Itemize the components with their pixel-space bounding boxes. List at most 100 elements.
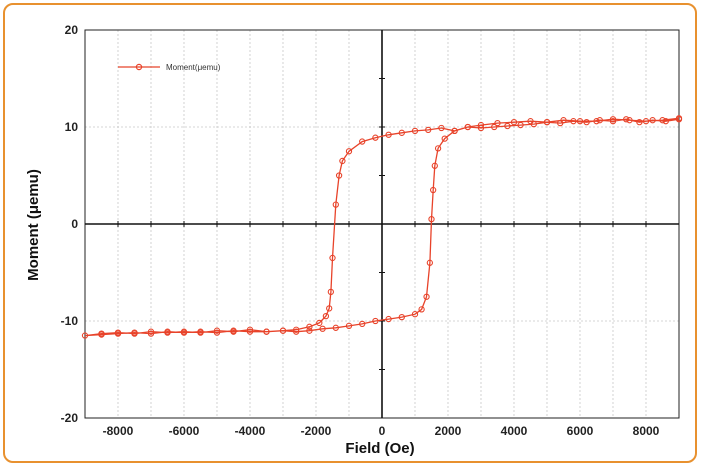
data-point [293, 326, 300, 333]
data-point [147, 328, 155, 335]
data-point [649, 117, 656, 124]
data-point [306, 323, 313, 330]
data-point [322, 312, 330, 320]
y-axis-title: Moment (μemu) [25, 169, 42, 281]
data-point [345, 322, 353, 329]
data-point [385, 315, 392, 323]
y-tick-label: 0 [71, 217, 78, 231]
data-point [385, 131, 392, 138]
data-point [306, 327, 313, 334]
data-point [527, 118, 534, 125]
x-tick-label: 0 [379, 424, 386, 438]
y-tick-label: 10 [65, 120, 79, 134]
data-point [570, 118, 577, 125]
data-point [114, 329, 122, 336]
data-point [517, 121, 524, 129]
y-tick-label: -10 [61, 314, 79, 328]
data-point [293, 328, 300, 335]
legend-marker [135, 63, 143, 71]
data-point [583, 119, 590, 126]
data-point [451, 127, 458, 135]
data-point [398, 129, 405, 136]
data-point [477, 124, 485, 132]
data-point [319, 325, 326, 332]
data-point [494, 119, 501, 127]
data-point [147, 330, 155, 337]
data-point [316, 319, 323, 327]
data-point [504, 122, 511, 130]
x-tick-label: 2000 [435, 424, 462, 438]
data-point [659, 117, 666, 124]
data-point [662, 118, 669, 125]
data-point [411, 127, 419, 135]
data-point [609, 118, 617, 125]
data-point [246, 326, 254, 333]
data-point [339, 157, 346, 165]
data-point [332, 201, 339, 208]
data-point [477, 121, 485, 129]
data-point [560, 117, 567, 124]
data-point [429, 186, 437, 194]
x-tick-label: -4000 [235, 424, 266, 438]
data-point [372, 134, 379, 141]
data-point [434, 145, 442, 152]
data-point [279, 327, 287, 334]
data-point [510, 119, 518, 126]
x-tick-label: 4000 [501, 424, 528, 438]
data-point [359, 138, 366, 145]
legend: Moment(μemu) [118, 63, 221, 72]
x-tick-label: 6000 [567, 424, 594, 438]
data-point [675, 115, 683, 122]
data-point [418, 306, 425, 313]
data-point [426, 259, 433, 266]
series-layer [81, 115, 683, 339]
data-point [332, 324, 339, 331]
x-tick-label: 8000 [633, 424, 660, 438]
data-point [327, 288, 334, 296]
data-point [326, 305, 333, 312]
data-point [438, 124, 445, 132]
y-tick-label: 20 [65, 23, 79, 37]
data-point [423, 293, 430, 300]
legend-label: Moment(μemu) [166, 63, 221, 72]
chart-frame [3, 3, 697, 463]
data-point [441, 135, 448, 142]
data-point [213, 327, 221, 334]
axes [84, 29, 680, 419]
x-axis-title: Field (Oe) [345, 440, 414, 457]
data-point [263, 328, 270, 335]
data-point [81, 332, 89, 339]
data-point [609, 116, 617, 123]
data-point [246, 328, 254, 335]
x-tick-label: -2000 [301, 424, 332, 438]
data-point [213, 329, 221, 336]
data-point [576, 118, 584, 125]
data-point [596, 117, 603, 124]
data-point [164, 329, 171, 336]
data-point [626, 117, 633, 124]
data-point [464, 123, 471, 131]
data-point [131, 330, 138, 337]
data-point [642, 118, 650, 125]
x-tick-label: -8000 [103, 424, 134, 438]
data-point [197, 329, 204, 336]
data-point [398, 313, 405, 321]
data-point [335, 172, 343, 179]
series-line [84, 117, 680, 337]
y-tick-label: -20 [61, 411, 79, 425]
data-point [491, 123, 498, 131]
data-point [543, 119, 551, 126]
data-point [329, 254, 336, 262]
data-point [431, 162, 438, 169]
data-point [636, 119, 643, 126]
data-point [593, 118, 600, 125]
data-point [359, 320, 366, 328]
data-point [411, 311, 419, 318]
data-point [623, 116, 630, 123]
data-point [428, 215, 435, 223]
x-tick-label: -6000 [169, 424, 200, 438]
data-point [180, 328, 188, 335]
data-point [425, 126, 432, 134]
data-point [230, 328, 237, 335]
